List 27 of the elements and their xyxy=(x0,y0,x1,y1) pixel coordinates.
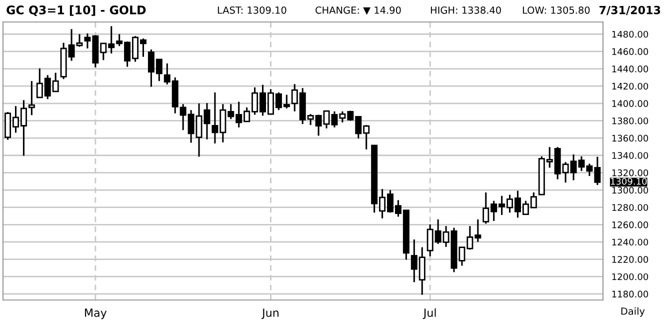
y-tick-label: 1280.00 xyxy=(612,204,648,211)
y-tick-label: 1420.00 xyxy=(612,82,648,90)
y-tick-label: 1440.00 xyxy=(612,65,648,72)
y-tick-label: 1240.00 xyxy=(612,238,648,246)
y-tick-label: 1300.00 xyxy=(612,186,648,194)
text: LOW: 1305.80 xyxy=(522,6,590,14)
text: HIGH: 1338.40 xyxy=(430,6,501,14)
y-tick-label: 1460.00 xyxy=(612,48,648,56)
y-tick-label: 1360.00 xyxy=(612,134,648,142)
y-tick-label: 1320.00 xyxy=(612,169,648,176)
chart-title: GC Q3=1 [10] - GOLD xyxy=(6,5,146,16)
x-tick-label: Jul xyxy=(422,308,436,319)
text: 7/31/2013 xyxy=(600,6,660,16)
y-tick-label: 1340.00 xyxy=(612,152,648,159)
text: CHANGE: ▼ 14.90 xyxy=(316,6,401,15)
y-tick-label: 1220.00 xyxy=(612,256,648,263)
text: Daily xyxy=(621,307,645,317)
x-tick-label: May xyxy=(85,308,107,320)
y-tick-label: 1400.00 xyxy=(612,100,648,107)
y-tick-label: 1480.00 xyxy=(612,30,648,38)
y-tick-label: 1200.00 xyxy=(612,273,648,280)
text: LAST: 1309.10 xyxy=(218,6,286,14)
x-tick-label: Jun xyxy=(261,308,278,319)
y-tick-label: 1260.00 xyxy=(612,221,648,228)
y-tick-label: 1180.00 xyxy=(612,290,648,298)
y-tick-label: 1380.00 xyxy=(612,117,648,124)
text: 1309.10 xyxy=(610,178,647,185)
